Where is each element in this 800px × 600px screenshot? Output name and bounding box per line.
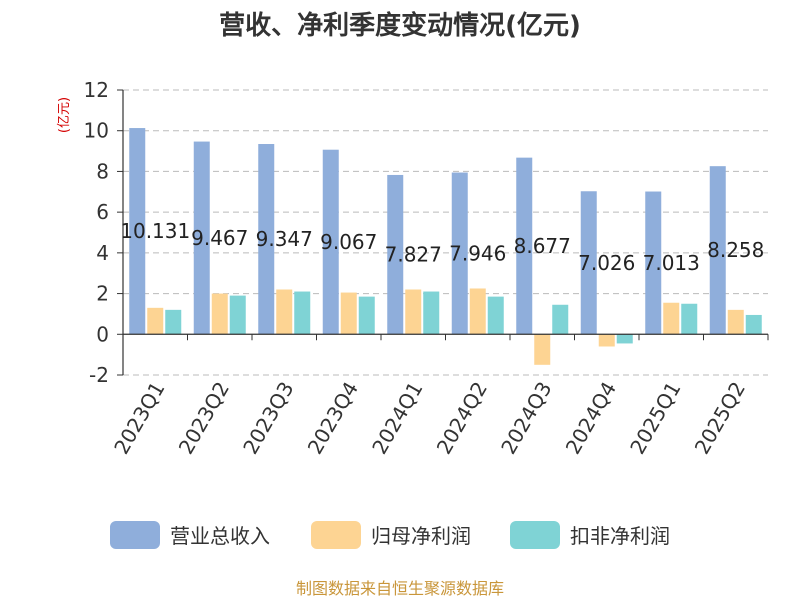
- legend-label: 扣非净利润: [570, 524, 670, 548]
- bar: [681, 303, 698, 335]
- y-tick-label: 2: [96, 282, 109, 306]
- bar: [645, 191, 662, 335]
- bar: [552, 304, 569, 335]
- bar: [340, 292, 357, 335]
- data-label: 7.946: [449, 241, 506, 265]
- bar: [616, 334, 633, 344]
- bar: [469, 288, 486, 335]
- legend-label: 归母净利润: [371, 524, 471, 548]
- data-label: 8.258: [707, 238, 764, 262]
- bar: [211, 293, 228, 335]
- data-label: 7.013: [643, 251, 700, 275]
- bar: [534, 334, 551, 365]
- data-label: 10.131: [120, 219, 190, 243]
- bar: [358, 296, 375, 335]
- bar: [258, 144, 275, 335]
- bar: [709, 166, 726, 335]
- x-tick-label: 2024Q4: [561, 378, 621, 459]
- y-axis-ticks: 12 10 8 6 4 2 0 -2: [84, 78, 123, 387]
- y-tick-label: 0: [96, 322, 109, 346]
- x-tick-label: 2023Q2: [174, 378, 234, 459]
- bar: [294, 291, 311, 335]
- bar: [580, 191, 597, 335]
- bar: [165, 309, 182, 335]
- bar: [322, 149, 339, 335]
- data-label: 9.467: [191, 226, 248, 250]
- legend-swatch: [110, 521, 160, 549]
- bar: [387, 174, 404, 335]
- x-tick-label: 2024Q3: [496, 378, 556, 459]
- bar: [745, 314, 762, 335]
- bars: [129, 128, 762, 365]
- y-tick-label: 10: [84, 119, 109, 143]
- y-axis-label: (亿元): [57, 97, 72, 133]
- data-label: 7.827: [385, 243, 442, 267]
- bar: [727, 309, 744, 335]
- data-labels: 10.131 9.467 9.347 9.067 7.827 7.946 8.677 7.02…: [120, 219, 764, 275]
- bar: [193, 141, 210, 335]
- data-label: 9.067: [320, 230, 377, 254]
- bar: [129, 128, 146, 335]
- bar: [276, 289, 293, 335]
- gridlines: [123, 89, 768, 376]
- data-label: 8.677: [514, 234, 571, 258]
- y-tick-label: 8: [96, 159, 109, 183]
- bar: [451, 172, 468, 335]
- bar: [663, 302, 680, 335]
- bar: [598, 334, 615, 347]
- x-tick-label: 2024Q1: [367, 378, 427, 459]
- bar: [423, 291, 440, 335]
- x-tick-label: 2023Q1: [109, 378, 169, 459]
- x-tick-label: 2023Q4: [303, 378, 363, 459]
- x-tick-label: 2025Q2: [690, 378, 750, 459]
- source-note: 制图数据来自恒生聚源数据库: [296, 579, 504, 598]
- legend-swatch: [510, 521, 560, 549]
- bar: [147, 307, 164, 335]
- x-axis-ticks: 2023Q1 2023Q2 2023Q3 2023Q4 2024Q1 2024Q2 2024…: [109, 334, 769, 459]
- x-tick-label: 2024Q2: [432, 378, 492, 459]
- y-tick-label: 12: [84, 78, 109, 102]
- bar: [229, 295, 246, 335]
- legend-label: 营业总收入: [170, 524, 270, 548]
- bar: [516, 157, 533, 335]
- chart-title: 营收、净利季度变动情况(亿元): [219, 10, 581, 41]
- legend-swatch: [311, 521, 361, 549]
- x-tick-label: 2023Q3: [238, 378, 298, 459]
- y-tick-label: 4: [96, 241, 109, 265]
- y-tick-label: -2: [89, 363, 109, 387]
- data-label: 9.347: [256, 227, 313, 251]
- y-tick-label: 6: [96, 200, 109, 224]
- bar: [405, 289, 422, 335]
- x-tick-label: 2025Q1: [625, 378, 685, 459]
- data-label: 7.026: [578, 251, 635, 275]
- bar: [487, 296, 504, 335]
- legend: 营业总收入 归母净利润 扣非净利润: [110, 521, 670, 549]
